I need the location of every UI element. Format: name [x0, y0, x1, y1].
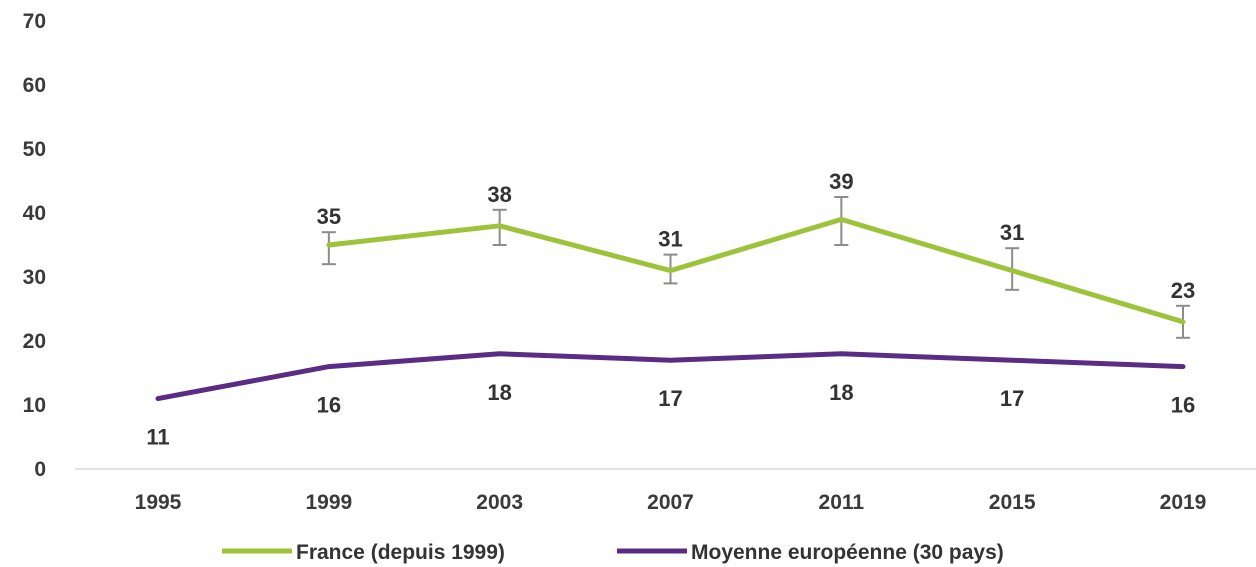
- y-axis-tick-labels: 0 10 20 30 40 50 60 70: [23, 10, 46, 481]
- x-axis-tick-labels: 1995 1999 2003 2007 2011 2015 2019: [135, 491, 1207, 514]
- x-tick-label: 2011: [819, 491, 865, 514]
- x-tick-label: 2015: [989, 491, 1036, 514]
- series-line-european-average: [155, 351, 1186, 402]
- data-label: 16: [317, 393, 341, 418]
- data-label: 31: [1000, 220, 1024, 245]
- x-tick-label: 1999: [305, 491, 352, 514]
- x-tick-label: 1995: [135, 491, 182, 514]
- data-label: 17: [658, 386, 682, 411]
- data-label: 11: [146, 425, 169, 450]
- data-label: 35: [317, 204, 341, 229]
- y-tick-label: 70: [23, 10, 46, 33]
- y-tick-label: 30: [23, 266, 46, 289]
- data-label: 31: [658, 227, 682, 252]
- series-lines: [155, 216, 1186, 402]
- x-tick-label: 2003: [476, 491, 523, 514]
- legend: France (depuis 1999) Moyenne européenne (…: [222, 541, 1004, 564]
- data-label: 16: [1171, 393, 1195, 418]
- data-label: 17: [1000, 386, 1024, 411]
- y-tick-label: 60: [23, 74, 46, 97]
- data-labels: 35 38 31 39 31 23 11 16 18 17 18 17 16: [146, 169, 1195, 450]
- data-label: 18: [829, 380, 853, 405]
- error-bars: [321, 196, 1190, 339]
- y-tick-label: 20: [23, 330, 46, 353]
- y-tick-label: 50: [23, 138, 46, 161]
- y-tick-label: 40: [23, 202, 46, 225]
- legend-label: Moyenne européenne (30 pays): [691, 541, 1004, 564]
- y-tick-label: 10: [23, 394, 46, 417]
- data-label: 38: [487, 182, 511, 207]
- x-tick-label: 2007: [647, 491, 694, 514]
- data-label: 18: [487, 380, 511, 405]
- data-label: 39: [829, 169, 853, 194]
- x-tick-label: 2019: [1160, 491, 1207, 514]
- legend-label: France (depuis 1999): [296, 541, 505, 564]
- data-label: 23: [1171, 278, 1195, 303]
- y-tick-label: 0: [34, 458, 46, 481]
- series-line-france: [326, 216, 1186, 325]
